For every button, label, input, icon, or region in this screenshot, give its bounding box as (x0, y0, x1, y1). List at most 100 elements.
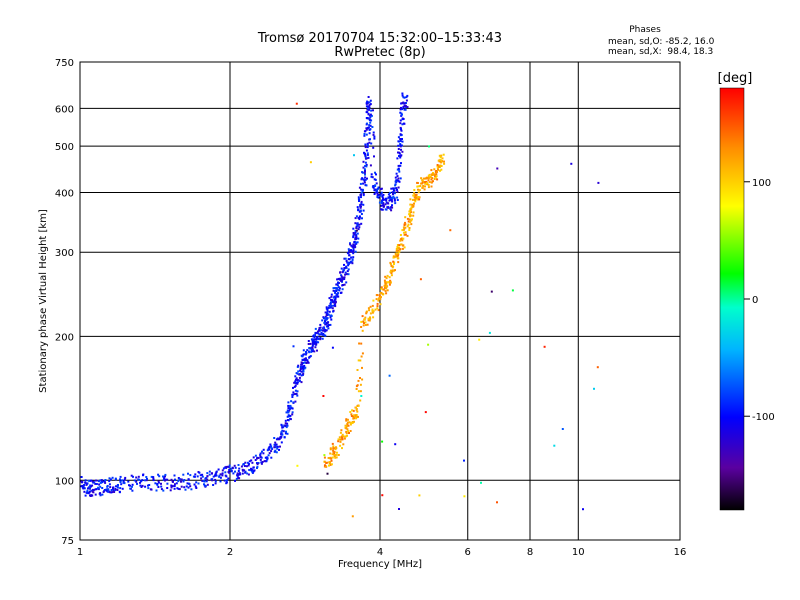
data-point (296, 464, 299, 467)
data-point (362, 178, 365, 181)
data-point (357, 196, 360, 199)
data-point (85, 483, 88, 486)
data-point (147, 487, 150, 490)
data-point (404, 231, 407, 234)
data-point (343, 437, 346, 440)
data-point (332, 450, 335, 453)
data-point (335, 293, 338, 296)
data-point (399, 133, 402, 136)
data-point (382, 197, 385, 200)
data-point (332, 304, 335, 307)
data-point (163, 477, 166, 480)
data-point (360, 355, 363, 358)
data-point (436, 165, 439, 168)
data-point (376, 191, 379, 194)
data-point (366, 142, 369, 145)
data-point (256, 457, 258, 460)
data-point (488, 331, 491, 334)
data-point (399, 108, 402, 111)
data-point (385, 201, 388, 204)
data-point (387, 206, 390, 209)
data-point (295, 102, 298, 105)
colorbar: [deg] 100 0 -100 (718, 71, 775, 511)
data-point (90, 485, 92, 488)
data-point (109, 478, 112, 481)
data-point (358, 215, 361, 218)
data-point (295, 377, 298, 380)
data-point (288, 408, 291, 411)
data-point (412, 204, 415, 207)
data-point (593, 387, 595, 390)
data-point (400, 243, 403, 246)
data-point (325, 307, 328, 310)
data-point (221, 469, 224, 472)
data-point (402, 228, 405, 231)
data-point (183, 479, 186, 481)
data-point (308, 347, 311, 350)
data-point (385, 197, 388, 200)
data-point (343, 276, 346, 279)
data-point (439, 156, 442, 158)
data-point (365, 128, 368, 131)
data-point (361, 352, 364, 355)
data-point (333, 452, 336, 455)
y-tick-label: 75 (61, 536, 74, 547)
data-point (396, 199, 399, 201)
data-point (389, 280, 392, 283)
data-point (368, 132, 371, 135)
data-point (156, 484, 159, 487)
data-point (399, 248, 402, 251)
data-point (406, 225, 409, 228)
data-point (344, 424, 347, 427)
data-point (312, 339, 315, 342)
data-point (286, 415, 289, 418)
data-point (131, 489, 134, 492)
data-point (401, 229, 404, 232)
data-point (351, 245, 354, 248)
data-point (361, 378, 364, 381)
data-point (413, 192, 416, 195)
data-point (119, 481, 122, 483)
data-point (260, 462, 263, 465)
data-point (158, 475, 161, 478)
data-point (301, 365, 304, 368)
data-point (368, 141, 371, 144)
data-point (351, 258, 354, 261)
data-point (311, 338, 314, 341)
data-point (206, 478, 209, 481)
data-point (214, 474, 217, 477)
data-point (196, 475, 199, 478)
data-point (110, 489, 113, 491)
data-point (391, 200, 394, 203)
data-point (378, 294, 381, 297)
data-point (413, 196, 416, 199)
data-point (357, 359, 360, 362)
data-point (357, 237, 360, 240)
data-point (463, 459, 465, 462)
data-point (298, 380, 301, 383)
data-point (280, 441, 283, 444)
data-point (308, 356, 311, 359)
data-point (157, 480, 160, 483)
data-point (409, 209, 412, 212)
data-point (106, 485, 109, 488)
data-point (353, 246, 356, 249)
data-point (355, 416, 358, 419)
data-point (357, 209, 360, 211)
y-tick-label: 200 (55, 332, 74, 343)
data-point (338, 287, 341, 290)
x-tick-labels: 1 2 4 6 8 10 16 (77, 547, 687, 558)
data-point (355, 385, 358, 388)
data-point (330, 293, 333, 296)
data-point (324, 328, 327, 331)
phase-info-o: mean, sd,O: -85.2, 16.0 (608, 37, 715, 47)
data-point (392, 195, 395, 198)
data-point (340, 279, 343, 282)
data-point (366, 146, 369, 149)
data-point (285, 411, 288, 414)
data-point (190, 488, 193, 491)
data-point (400, 114, 403, 117)
data-point (290, 400, 293, 403)
data-point (240, 465, 243, 468)
data-point (396, 157, 399, 160)
